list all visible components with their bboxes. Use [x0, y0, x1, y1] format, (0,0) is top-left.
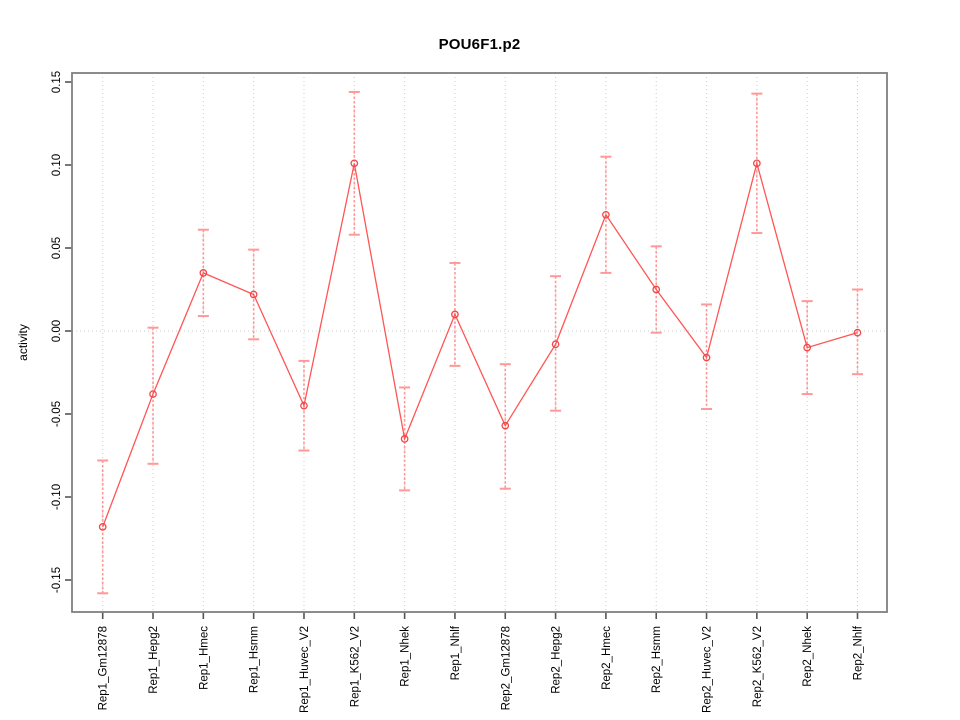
data-point — [702, 353, 711, 362]
x-tick-label: Rep2_Huvec_V2 — [702, 626, 714, 713]
x-tick-label: Rep1_Hsmm — [249, 626, 261, 693]
x-tick-label: Rep2_Nhlf — [853, 625, 865, 680]
data-point — [551, 340, 560, 349]
y-tick-label: -0.15 — [51, 567, 63, 593]
x-tick-label: Rep2_K562_V2 — [752, 626, 764, 707]
plot-border — [71, 72, 888, 613]
data-point — [652, 285, 661, 294]
data-point — [602, 210, 610, 219]
data-point — [249, 290, 258, 299]
data-point — [753, 159, 761, 168]
data-point — [350, 159, 359, 168]
x-tick-label: Rep2_Gm12878 — [500, 626, 512, 710]
x-tick-label: Rep2_Hsmm — [651, 626, 663, 693]
x-tick-label: Rep1_Nhlf — [450, 625, 462, 680]
data-point — [501, 421, 510, 430]
data-point — [300, 401, 308, 410]
data-point — [149, 390, 157, 398]
x-tick-label: Rep2_Hepg2 — [551, 626, 563, 694]
data-point — [803, 343, 812, 352]
series-line — [102, 160, 858, 528]
y-tick-label: 0.10 — [51, 154, 63, 176]
x-tick-label: Rep1_Nhek — [400, 626, 412, 687]
data-point — [853, 328, 862, 337]
y-tick-label: -0.10 — [51, 484, 63, 510]
data-point — [199, 269, 208, 277]
y-tick-label: -0.05 — [51, 401, 63, 427]
x-tick-label: Rep1_K562_V2 — [349, 626, 361, 707]
x-tick-label: Rep2_Nhek — [802, 626, 814, 687]
data-point — [98, 523, 107, 531]
x-tick-label: Rep2_Hmec — [601, 626, 613, 690]
x-tick-label: Rep1_Gm12878 — [98, 626, 110, 710]
data-point — [400, 435, 409, 443]
x-tick-label: Rep1_Hmec — [198, 626, 210, 690]
y-axis-label: activity — [16, 324, 30, 361]
x-tick-label: Rep1_Hepg2 — [148, 626, 160, 694]
y-tick-label: 0.00 — [51, 320, 63, 342]
data-point — [451, 310, 459, 319]
x-tick-label: Rep1_Huvec_V2 — [299, 626, 311, 713]
y-tick-label: 0.05 — [51, 237, 63, 259]
chart-title: POU6F1.p2 — [438, 36, 521, 53]
y-tick-label: 0.15 — [51, 71, 63, 93]
